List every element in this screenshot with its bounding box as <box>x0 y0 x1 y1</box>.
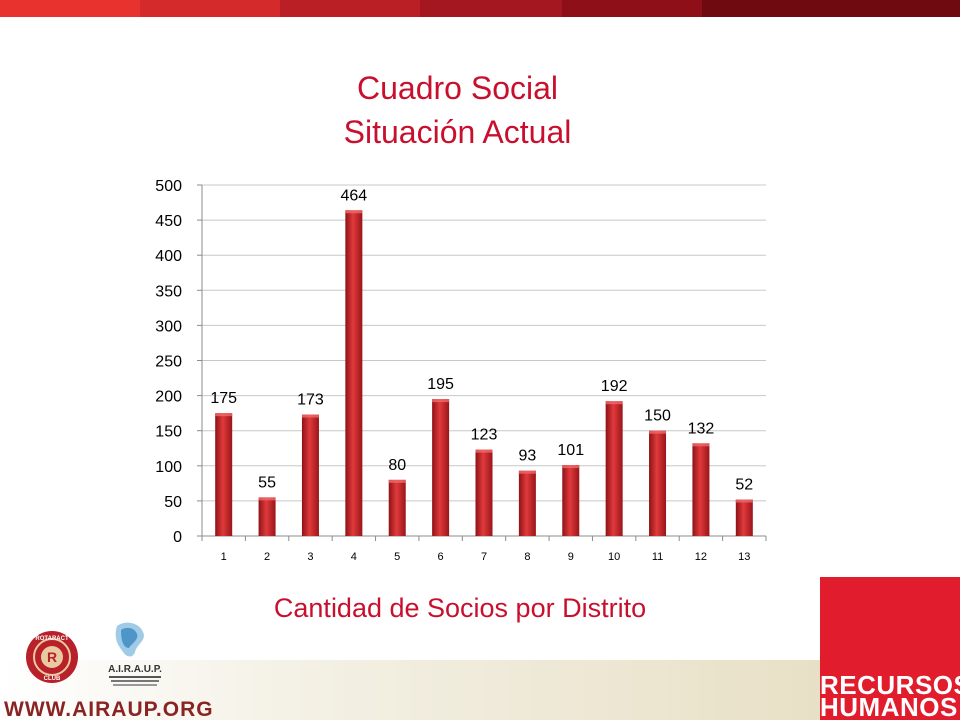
bar <box>432 399 450 536</box>
rotaract-logo: R ROTARACT CLUB <box>26 631 78 683</box>
y-tick-label: 200 <box>155 389 182 406</box>
y-tick-label: 150 <box>155 424 182 441</box>
bar <box>301 414 319 536</box>
bar <box>562 465 580 536</box>
bar <box>345 210 363 536</box>
brand-line-2: HUMANOS <box>820 692 958 720</box>
svg-text:R: R <box>47 649 57 665</box>
bar-top-highlight <box>301 414 319 418</box>
x-tick-label: 5 <box>394 551 400 563</box>
x-tick-label: 3 <box>307 551 313 563</box>
bar-top-highlight <box>605 401 623 405</box>
data-label: 192 <box>601 378 628 395</box>
bar <box>475 449 493 536</box>
bar-top-highlight <box>475 449 493 453</box>
data-label: 101 <box>557 442 584 459</box>
bar-top-highlight <box>692 443 710 447</box>
data-label: 55 <box>258 474 276 491</box>
bar <box>735 499 753 536</box>
x-tick-label: 11 <box>652 551 663 563</box>
data-label: 195 <box>427 376 454 393</box>
bar-top-highlight <box>518 470 536 474</box>
x-tick-label: 1 <box>221 551 227 563</box>
footer-band <box>0 660 820 720</box>
airaup-logo-text: A.I.R.A.U.P. <box>108 664 162 675</box>
rotaract-logo-text: ROTARACT <box>35 636 69 642</box>
data-labels: 175 55 173 464 80 195 123 93 101 192 150 132 52 <box>210 187 753 493</box>
y-tick-label: 300 <box>155 318 182 335</box>
data-label: 93 <box>518 448 536 465</box>
y-tick-label: 100 <box>155 459 182 476</box>
y-tick-label: 500 <box>155 178 182 195</box>
x-tick-label: 13 <box>738 551 750 563</box>
recursos-humanos-brand: RECURSOS HUMANOS <box>820 577 960 720</box>
x-tick-label: 10 <box>608 551 620 563</box>
data-label: 464 <box>340 187 367 204</box>
bar <box>388 479 406 536</box>
x-tick-label: 7 <box>481 551 487 563</box>
airaup-logo: A.I.R.A.U.P. <box>108 622 162 686</box>
data-label: 123 <box>471 427 498 444</box>
x-tick-label: 4 <box>351 551 357 563</box>
data-label: 80 <box>388 457 406 474</box>
bar-top-highlight <box>215 413 233 417</box>
bar <box>215 413 233 536</box>
bar <box>692 443 710 536</box>
data-label: 150 <box>644 408 671 425</box>
brand-line-1: RECURSOS <box>820 670 960 700</box>
y-tick-label: 0 <box>173 529 182 546</box>
top-decorative-bar <box>0 0 960 17</box>
x-tick-label: 6 <box>438 551 444 563</box>
y-tick-label: 400 <box>155 248 182 265</box>
y-tick-label: 350 <box>155 283 182 300</box>
x-axis-caption: Cantidad de Socios por Distrito <box>273 593 647 623</box>
chart-title-line-2: Situación Actual <box>343 114 572 150</box>
bar <box>605 401 623 536</box>
chart-title-line-1: Cuadro Social <box>357 70 558 106</box>
x-tick-label: 9 <box>568 551 574 563</box>
bar <box>258 497 276 536</box>
bar-top-highlight <box>432 399 450 403</box>
bar-top-highlight <box>345 210 363 214</box>
bar-top-highlight <box>649 430 667 434</box>
data-label: 132 <box>688 420 715 437</box>
x-tick-label: 2 <box>264 551 270 563</box>
bar <box>649 430 667 536</box>
bar-top-highlight <box>258 497 276 501</box>
bars <box>215 210 753 536</box>
y-tick-label: 250 <box>155 354 182 371</box>
rotaract-club-text: CLUB <box>44 676 61 682</box>
y-tick-label: 450 <box>155 213 182 230</box>
y-tick-label: 50 <box>164 494 182 511</box>
x-tick-label: 12 <box>695 551 707 563</box>
data-label: 173 <box>297 392 324 409</box>
bar-top-highlight <box>562 465 580 469</box>
bar <box>518 470 536 536</box>
bar-top-highlight <box>735 499 753 503</box>
bar-top-highlight <box>388 479 406 483</box>
x-tick-label: 8 <box>524 551 530 563</box>
data-label: 52 <box>735 476 753 493</box>
data-label: 175 <box>210 390 237 407</box>
website-url[interactable]: WWW.AIRAUP.ORG <box>4 698 214 721</box>
